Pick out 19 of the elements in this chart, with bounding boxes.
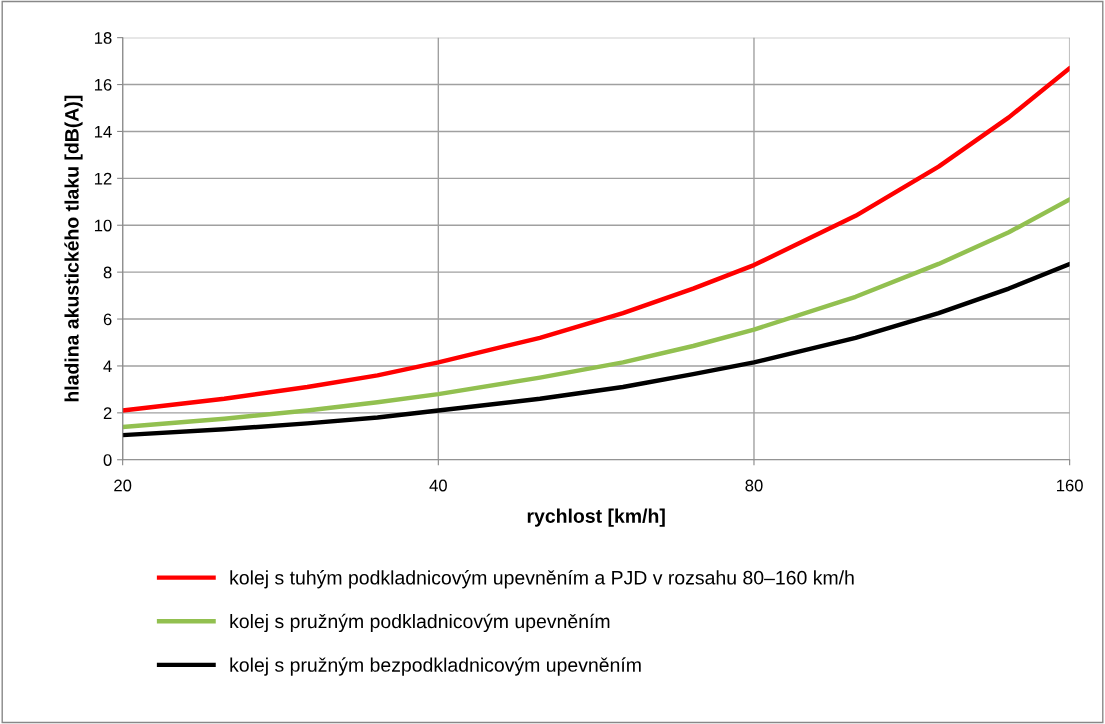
y-tick-label: 10: [94, 219, 112, 232]
x-tick-label: 40: [429, 479, 447, 492]
y-tick-label: 2: [103, 407, 112, 419]
y-axis-title: hladina akustického tlaku [dB(A)]: [64, 95, 83, 402]
legend-label: kolej s tuhým podkladnicovým upevněním a PJD v rozsahu 80–160 km/h: [230, 570, 854, 589]
y-tick-label: 6: [103, 313, 112, 326]
legend-label: kolej s pružným podkladnicovým upevněním: [230, 613, 610, 633]
y-tick-label: 0: [103, 454, 112, 466]
y-tick-label: 18: [94, 32, 112, 44]
x-tick-label: 20: [114, 479, 132, 492]
y-tick-label: 16: [94, 78, 112, 91]
x-tick-label: 160: [1057, 479, 1083, 492]
y-tick-label: 4: [103, 360, 112, 372]
x-tick-label: 80: [745, 479, 763, 492]
y-tick-label: 8: [103, 266, 112, 279]
legend-label: kolej s pružným bezpodkladnicovým upevněním: [230, 657, 641, 676]
y-tick-label: 14: [94, 126, 112, 138]
y-tick-label: 12: [94, 172, 112, 185]
x-axis-title: rychlost [km/h]: [527, 508, 665, 527]
